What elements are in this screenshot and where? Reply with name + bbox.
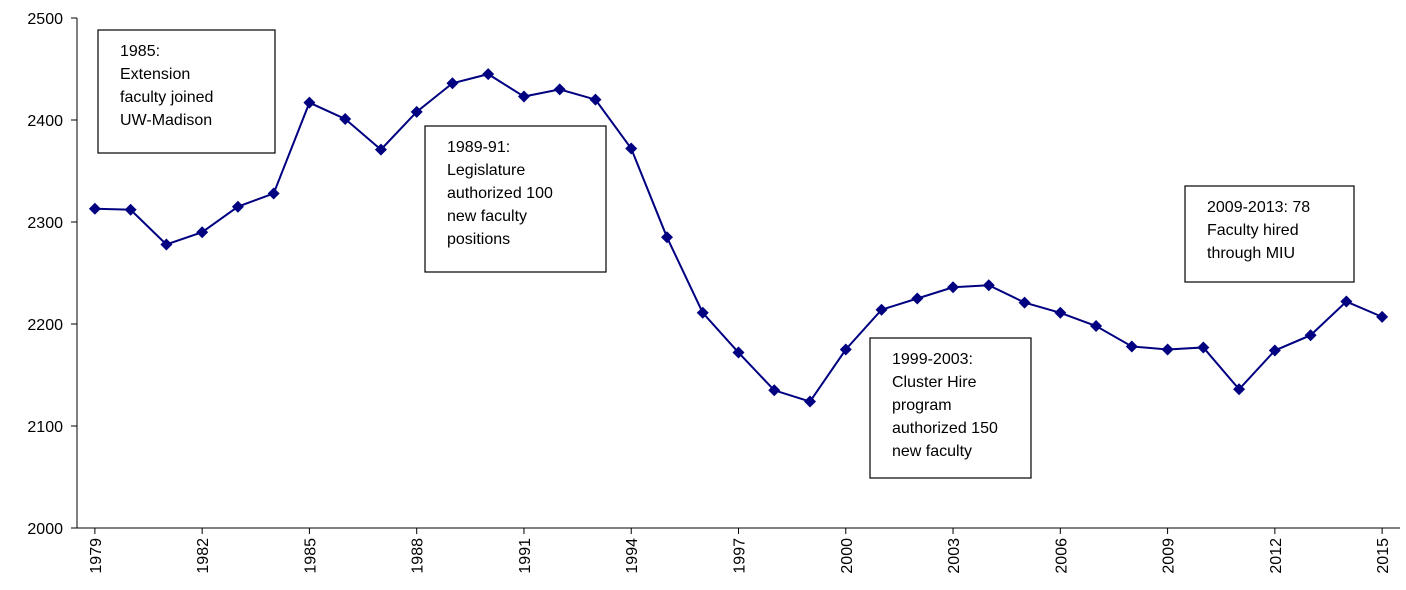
annotation-text: faculty joined	[120, 89, 213, 106]
marker	[88, 202, 101, 215]
marker	[1233, 383, 1246, 396]
marker	[625, 142, 638, 155]
annotation-text: 2009-2013: 78	[1207, 199, 1310, 216]
marker	[374, 143, 387, 156]
annotation-text: new faculty	[892, 443, 972, 460]
annotation-text: through MIU	[1207, 245, 1295, 262]
marker	[982, 279, 995, 292]
marker	[160, 238, 173, 251]
y-tick-label: 2500	[27, 11, 63, 28]
x-tick-label: 1994	[624, 538, 641, 574]
x-tick-label: 1982	[195, 538, 212, 574]
annotation-text: 1999-2003:	[892, 351, 973, 368]
annotation-box	[97, 29, 276, 154]
marker	[124, 203, 137, 216]
marker	[196, 226, 209, 239]
marker	[1197, 341, 1210, 354]
x-tick-label: 1988	[410, 538, 427, 574]
marker	[1161, 343, 1174, 356]
annotation-text: Extension	[120, 66, 190, 83]
annotation-text: UW-Madison	[120, 112, 212, 129]
marker	[839, 343, 852, 356]
marker	[589, 93, 602, 106]
annotation-text: Cluster Hire	[892, 374, 977, 391]
marker	[804, 395, 817, 408]
marker	[947, 281, 960, 294]
marker	[875, 303, 888, 316]
annotation-text: 1989-91:	[447, 139, 510, 156]
annotation-text: Faculty hired	[1207, 222, 1299, 239]
marker	[446, 77, 459, 90]
annotation-text: authorized 150	[892, 420, 998, 437]
y-tick-label: 2200	[27, 317, 63, 334]
x-tick-label: 1985	[302, 538, 319, 574]
marker	[1054, 306, 1067, 319]
marker	[231, 200, 244, 213]
x-tick-label: 2012	[1268, 538, 1285, 574]
marker	[768, 384, 781, 397]
marker	[517, 90, 530, 103]
x-tick-label: 2009	[1161, 538, 1178, 574]
marker	[1376, 310, 1389, 323]
x-tick-label: 1997	[732, 538, 749, 574]
marker	[410, 105, 423, 118]
marker	[267, 187, 280, 200]
marker	[1018, 296, 1031, 309]
marker	[303, 96, 316, 109]
x-tick-label: 2006	[1053, 538, 1070, 574]
annotation-box	[869, 337, 1032, 479]
marker	[696, 306, 709, 319]
annotation-box	[424, 125, 607, 273]
y-tick-label: 2100	[27, 419, 63, 436]
marker	[1340, 295, 1353, 308]
x-tick-label: 2003	[946, 538, 963, 574]
marker	[553, 83, 566, 96]
y-tick-label: 2400	[27, 113, 63, 130]
annotation-text: Legislature	[447, 162, 525, 179]
annotation-text: 1985:	[120, 43, 160, 60]
marker	[732, 346, 745, 359]
annotation-text: positions	[447, 231, 510, 248]
y-tick-label: 2300	[27, 215, 63, 232]
marker	[1268, 344, 1281, 357]
x-tick-label: 2015	[1375, 538, 1392, 574]
marker	[482, 68, 495, 81]
annotation-text: authorized 100	[447, 185, 553, 202]
annotation-box	[1184, 185, 1355, 283]
marker	[339, 112, 352, 125]
x-tick-label: 1979	[88, 538, 105, 574]
marker	[1125, 340, 1138, 353]
marker	[1304, 329, 1317, 342]
annotation-text: program	[892, 397, 952, 414]
marker	[660, 231, 673, 244]
annotation-text: new faculty	[447, 208, 527, 225]
x-tick-label: 2000	[839, 538, 856, 574]
x-tick-label: 1991	[517, 538, 534, 574]
marker	[1090, 320, 1103, 333]
y-tick-label: 2000	[27, 521, 63, 538]
marker	[911, 292, 924, 305]
